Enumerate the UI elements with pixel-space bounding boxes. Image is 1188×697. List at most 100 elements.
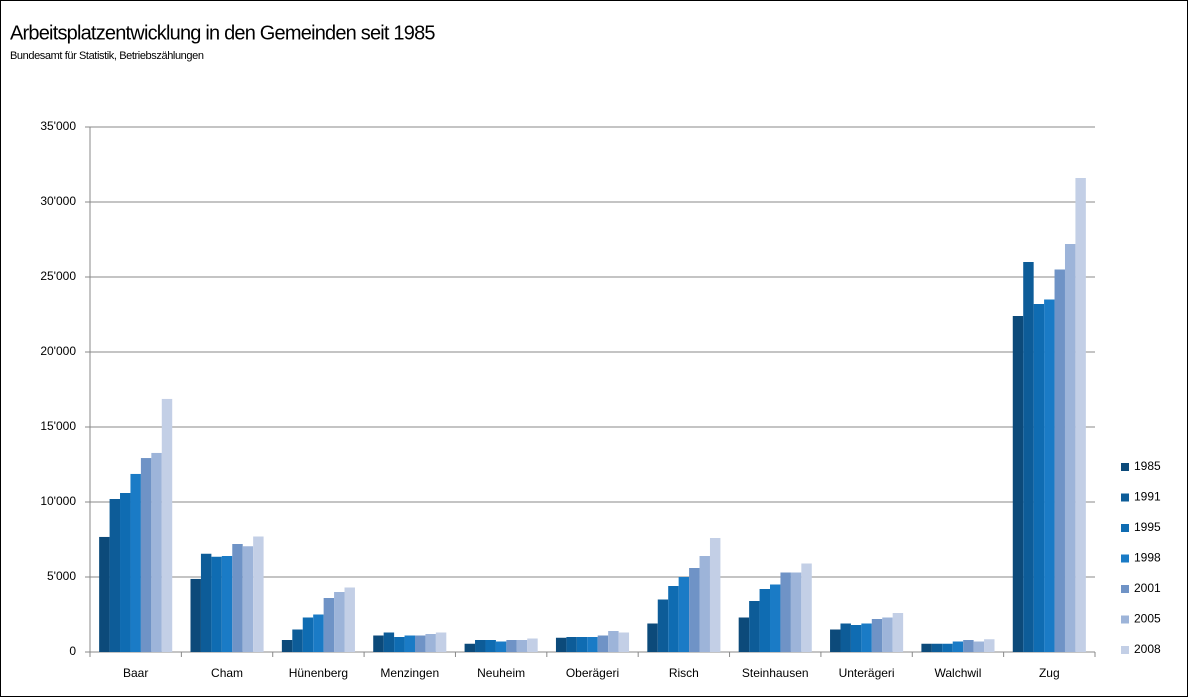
bar	[1064, 244, 1076, 652]
legend-label: 1998	[1134, 551, 1161, 565]
bar	[1054, 269, 1065, 652]
bar	[190, 578, 201, 652]
bar	[657, 599, 669, 652]
bar	[618, 632, 630, 652]
bar	[516, 640, 528, 652]
legend-swatch	[1121, 615, 1129, 624]
bar	[984, 639, 995, 652]
bar	[373, 635, 384, 652]
legend-swatch	[1121, 554, 1129, 563]
bar	[780, 572, 791, 652]
bar	[790, 572, 802, 652]
y-tick-label: 15'000	[40, 419, 76, 433]
legend-swatch	[1121, 493, 1129, 502]
bar	[921, 643, 932, 652]
y-tick-label: 0	[69, 644, 76, 658]
bar	[485, 640, 496, 652]
y-tick-label: 25'000	[40, 269, 76, 283]
bar	[689, 568, 700, 652]
bar	[678, 577, 690, 652]
bar	[506, 640, 517, 652]
chart-title: Arbeitsplatzentwicklung in den Gemeinden…	[10, 22, 435, 44]
bar	[587, 637, 598, 652]
legend-label: 2008	[1134, 642, 1161, 656]
bar	[709, 538, 721, 652]
bar	[699, 556, 710, 652]
legend-label: 1995	[1134, 520, 1161, 534]
bar	[608, 631, 619, 652]
legend-swatch	[1121, 524, 1129, 532]
x-tick-label: Oberägeri	[566, 666, 619, 680]
chart-subtitle: Bundesamt für Statistik, Betriebszählung…	[10, 50, 204, 62]
bar	[394, 637, 405, 652]
x-tick-label: Cham	[211, 666, 243, 680]
bar	[801, 563, 812, 652]
bar	[109, 499, 121, 652]
bar	[1044, 299, 1055, 652]
bar	[313, 614, 324, 652]
legend-label: 1985	[1134, 459, 1161, 473]
bar	[1012, 316, 1024, 652]
bar	[840, 623, 851, 652]
bar	[323, 598, 335, 652]
bar	[850, 625, 862, 652]
bar	[555, 637, 567, 652]
y-tick-label: 30'000	[40, 194, 76, 208]
y-tick-label: 20'000	[40, 344, 76, 358]
bar	[292, 629, 303, 652]
x-tick-label: Unterägeri	[839, 666, 895, 680]
bar	[120, 493, 131, 652]
bar	[576, 637, 588, 652]
bar	[597, 635, 609, 652]
legend-swatch	[1121, 646, 1129, 654]
legend-label: 2001	[1134, 581, 1161, 595]
bar	[931, 643, 943, 652]
x-tick-label: Menzingen	[380, 666, 439, 680]
legend-label: 1991	[1134, 490, 1161, 504]
bar	[1023, 262, 1034, 652]
bar	[281, 640, 293, 652]
x-tick-label: Baar	[123, 666, 148, 680]
bar	[942, 643, 953, 652]
x-tick-label: Steinhausen	[742, 666, 809, 680]
legend-swatch	[1121, 585, 1129, 593]
x-tick-label: Risch	[669, 666, 699, 680]
legend-label: 2005	[1134, 612, 1161, 626]
x-tick-label: Neuheim	[477, 666, 525, 680]
bar	[151, 452, 162, 652]
bar	[566, 637, 577, 652]
bar	[1033, 304, 1045, 652]
bar	[130, 473, 141, 652]
bar	[425, 634, 436, 652]
bar	[140, 458, 152, 652]
bar	[435, 632, 447, 652]
bar	[963, 640, 974, 652]
bar	[738, 617, 750, 652]
bar	[882, 617, 893, 652]
bar	[759, 589, 771, 652]
bar	[871, 619, 883, 652]
bar	[344, 587, 355, 652]
bar	[334, 592, 345, 652]
bar	[242, 546, 254, 652]
bar	[647, 623, 658, 652]
bar	[383, 632, 395, 652]
bar	[475, 640, 486, 652]
bar	[253, 536, 264, 652]
bar	[211, 556, 222, 652]
bar	[161, 398, 173, 652]
y-tick-label: 5'000	[47, 569, 76, 583]
bar	[221, 556, 233, 652]
bar	[1075, 178, 1086, 652]
bar	[952, 641, 964, 652]
bar	[464, 643, 476, 652]
x-tick-label: Walchwil	[935, 666, 982, 680]
bar	[200, 553, 212, 652]
bar	[302, 617, 314, 652]
bar	[99, 536, 110, 652]
bar	[414, 635, 426, 652]
bar	[861, 623, 872, 652]
bar	[770, 584, 781, 652]
